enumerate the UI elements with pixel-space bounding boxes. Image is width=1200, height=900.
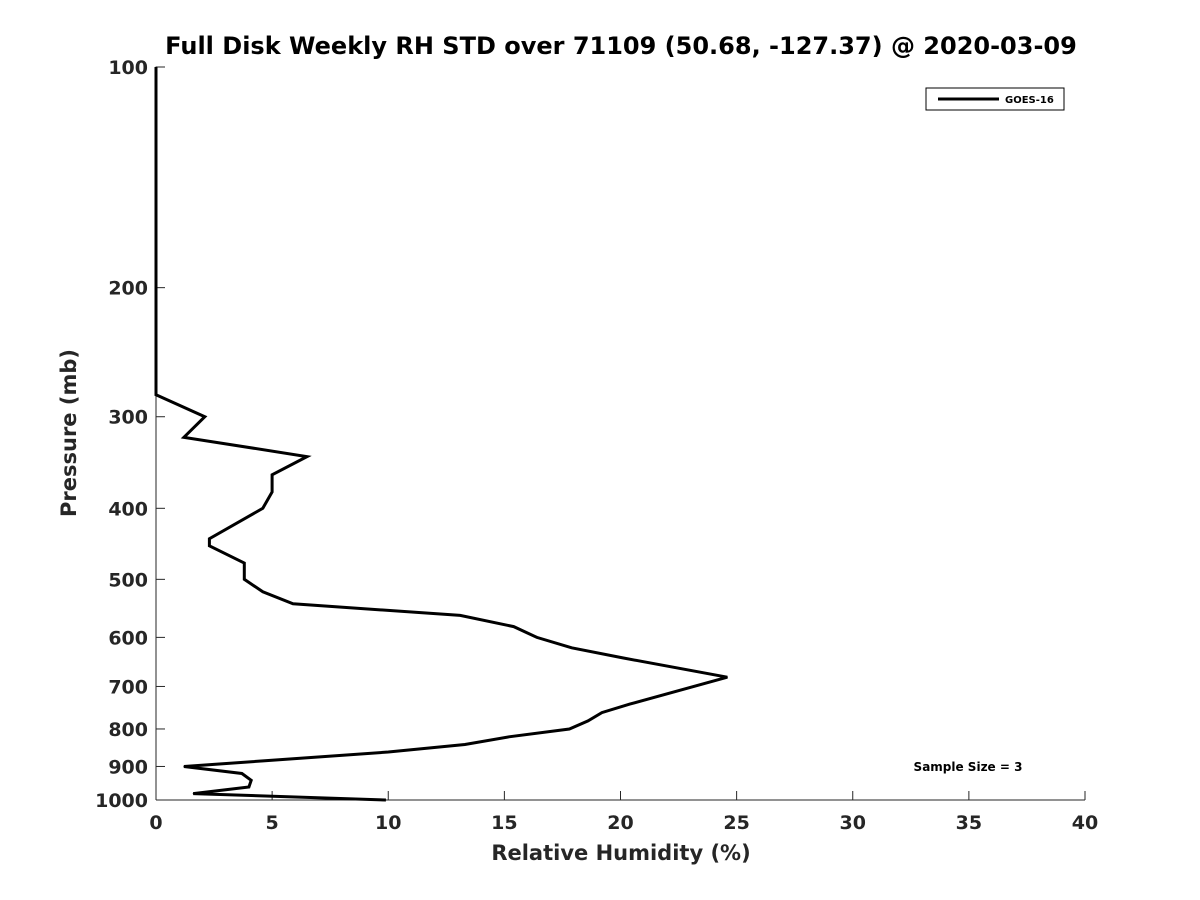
y-tick-label: 400: [108, 498, 148, 520]
data-point: [155, 394, 157, 396]
y-tick-label: 1000: [95, 790, 148, 812]
data-point: [601, 712, 603, 714]
data-point: [306, 456, 308, 458]
series-group: [154, 66, 728, 802]
x-tick-label: 30: [840, 812, 866, 834]
data-point: [208, 538, 210, 540]
y-tick-label: 300: [108, 407, 148, 429]
x-tick-label: 10: [375, 812, 401, 834]
x-tick-label: 15: [491, 812, 517, 834]
x-tick-label: 35: [956, 812, 982, 834]
y-tick-label: 500: [108, 569, 148, 591]
data-point: [262, 591, 264, 593]
data-point: [622, 657, 624, 659]
x-axis-label: Relative Humidity (%): [491, 841, 750, 865]
axes: [155, 66, 1086, 801]
data-point: [262, 507, 264, 509]
data-point: [243, 562, 245, 564]
data-point: [464, 744, 466, 745]
sample-size-annotation: Sample Size = 3: [914, 760, 1023, 774]
x-tick-label: 0: [149, 812, 162, 834]
y-tick-label: 600: [108, 627, 148, 649]
data-point: [385, 799, 387, 801]
data-point: [204, 416, 206, 418]
data-point: [571, 647, 573, 649]
data-point: [241, 773, 243, 774]
data-point: [459, 614, 461, 616]
x-tick-label: 5: [266, 812, 279, 834]
data-point: [271, 491, 273, 493]
data-point: [183, 766, 185, 767]
x-tick-labels: 0 5 10 15 20 25 30 35 40: [149, 812, 1098, 834]
data-point: [155, 358, 157, 360]
x-tick-label: 20: [607, 812, 633, 834]
data-point: [587, 720, 589, 722]
legend-label-goes-16: GOES-16: [1005, 95, 1054, 106]
y-tick-labels: 100 200 300 400 500 600 700 800 900 1000: [95, 57, 148, 812]
chart-title: Full Disk Weekly RH STD over 71109 (50.6…: [165, 32, 1077, 60]
y-tick-label: 900: [108, 756, 148, 778]
data-point: [271, 474, 273, 476]
y-tick-label: 700: [108, 676, 148, 698]
data-point: [183, 436, 185, 438]
y-tick-label: 800: [108, 719, 148, 741]
y-axis-label: Pressure (mb): [57, 349, 81, 517]
data-point: [192, 793, 194, 795]
data-point: [513, 626, 515, 628]
y-tick-label: 200: [108, 278, 148, 300]
data-point: [208, 545, 210, 547]
data-point: [250, 779, 252, 781]
data-point: [726, 676, 728, 678]
data-point: [292, 603, 294, 605]
legend: GOES-16: [925, 87, 1065, 111]
data-point: [508, 736, 510, 738]
data-point: [155, 287, 157, 289]
y-tick-label: 100: [108, 57, 148, 79]
data-point: [243, 578, 245, 580]
data-point: [568, 728, 570, 730]
series-line-goes-16: [154, 67, 728, 802]
data-point: [536, 636, 538, 638]
data-point: [248, 786, 250, 788]
data-point: [155, 195, 157, 197]
data-point: [155, 66, 157, 68]
data-point: [629, 703, 631, 705]
data-point: [387, 751, 389, 753]
x-tick-label: 25: [723, 812, 749, 834]
x-tick-label: 40: [1072, 812, 1098, 834]
